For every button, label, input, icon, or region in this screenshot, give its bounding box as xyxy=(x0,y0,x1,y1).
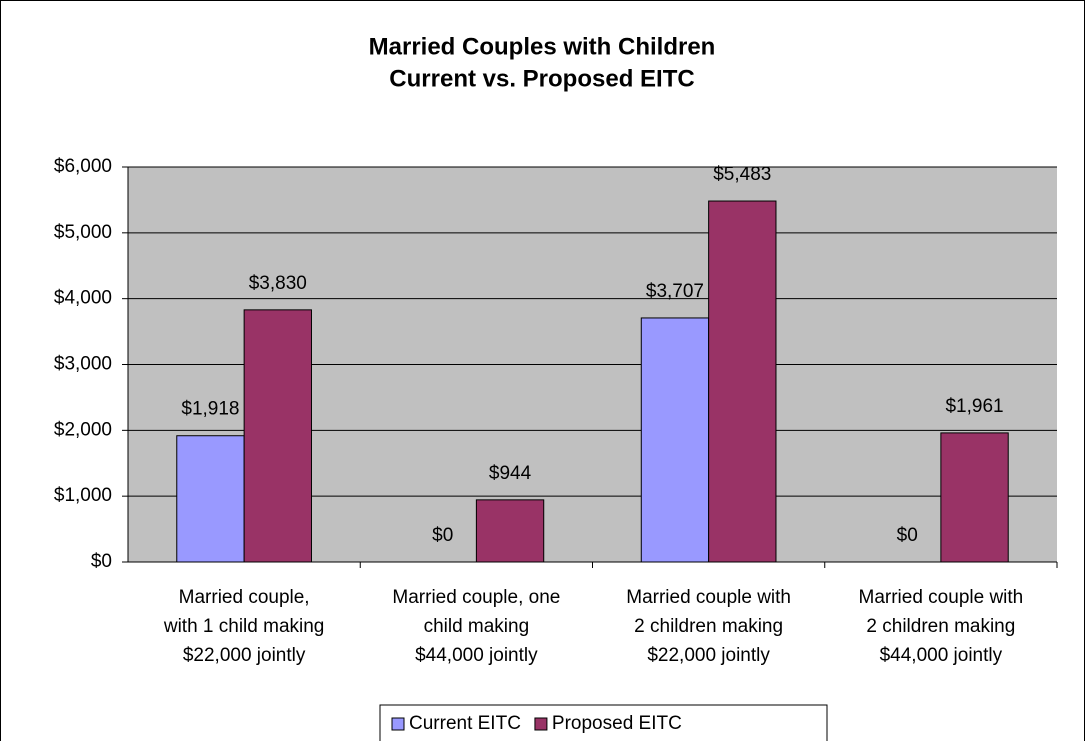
bar xyxy=(640,317,710,563)
value-label: $0 xyxy=(897,525,918,546)
x-tick-label: Married couple with xyxy=(626,587,791,608)
y-tick-label: $5,000 xyxy=(54,222,112,243)
x-tick-label: 2 children making xyxy=(634,616,783,637)
x-tick-label: Married couple with xyxy=(859,587,1024,608)
x-tick-label: $22,000 jointly xyxy=(647,645,770,666)
bar xyxy=(475,499,545,563)
x-tick-label: Married couple, xyxy=(179,587,310,608)
bar xyxy=(243,309,312,563)
value-label: $1,918 xyxy=(181,399,239,420)
chart-title: Married Couples with Children xyxy=(369,33,716,60)
x-tick-label: 2 children making xyxy=(866,616,1015,637)
y-tick-label: $1,000 xyxy=(54,485,112,506)
y-tick-label: $6,000 xyxy=(54,156,112,177)
value-label: $0 xyxy=(432,525,453,546)
y-tick-label: $2,000 xyxy=(54,419,112,440)
legend-swatch xyxy=(534,717,548,731)
value-label: $944 xyxy=(489,463,532,484)
bar xyxy=(708,200,777,563)
x-tick-label: $44,000 jointly xyxy=(880,645,1003,666)
value-label: $5,483 xyxy=(713,164,771,185)
legend-label: Current EITC xyxy=(409,713,521,734)
value-label: $3,830 xyxy=(249,273,307,294)
x-tick-label: Married couple, one xyxy=(392,587,560,608)
y-tick-label: $4,000 xyxy=(54,288,112,309)
bar xyxy=(940,432,1009,563)
value-label: $3,707 xyxy=(646,281,704,302)
x-tick-label: $44,000 jointly xyxy=(415,645,538,666)
x-tick-label: $22,000 jointly xyxy=(183,645,306,666)
x-tick-label: child making xyxy=(424,616,530,637)
chart-title: Current vs. Proposed EITC xyxy=(389,65,694,92)
x-tick-label: with 1 child making xyxy=(163,616,325,637)
legend-swatch xyxy=(391,717,405,731)
bar xyxy=(176,435,245,563)
legend-label: Proposed EITC xyxy=(552,713,682,734)
y-tick-label: $0 xyxy=(91,551,112,572)
value-label: $1,961 xyxy=(945,396,1003,417)
legend-box xyxy=(379,704,828,741)
y-tick-label: $3,000 xyxy=(54,354,112,375)
